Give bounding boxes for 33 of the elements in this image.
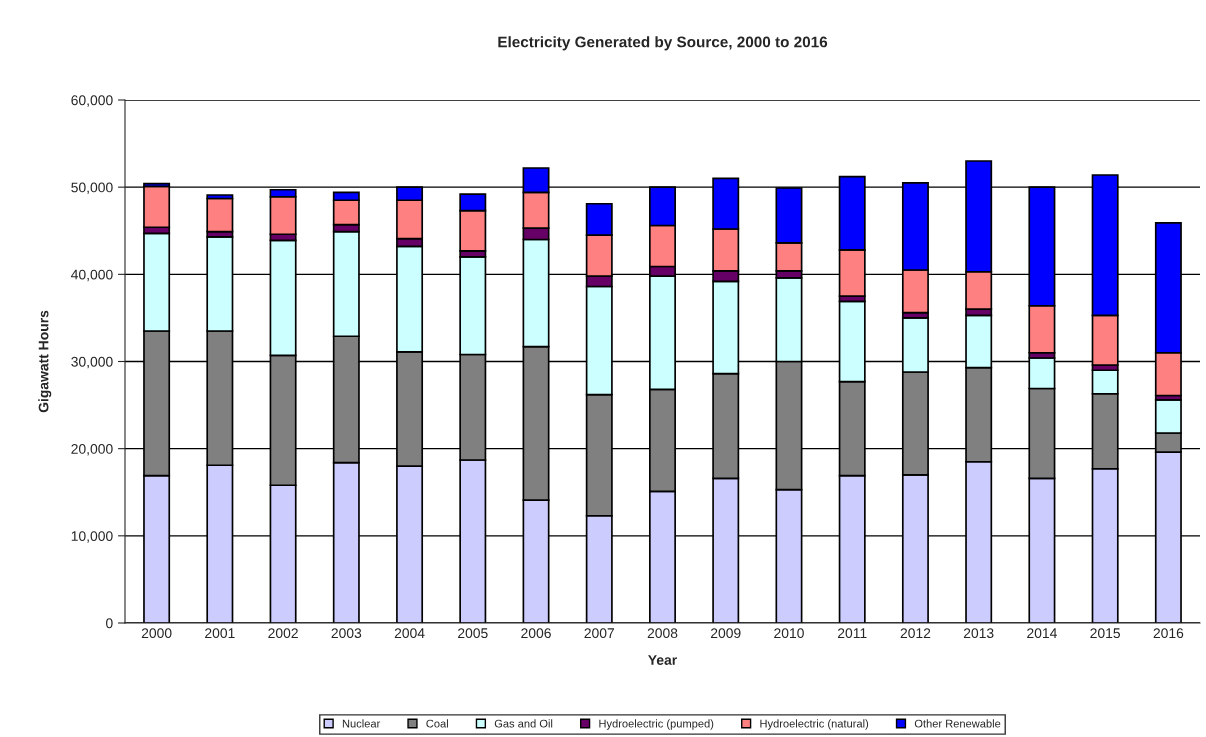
y-tick-label: 0 [106,618,113,629]
legend-label: Hydroelectric (pumped) [599,719,714,730]
y-tick-label: 60,000 [71,95,113,107]
y-tick-label: 10,000 [71,531,113,543]
x-tick-label: 2006 [521,628,551,639]
x-tick-label: 2007 [584,628,615,639]
x-tick-label: 2004 [394,628,425,639]
x-tick-label: 2003 [331,628,362,639]
y-tick-label: 50,000 [71,182,113,194]
x-tick-label: 2013 [963,628,994,639]
x-tick-label: 2001 [205,628,235,639]
x-tick-label: 2002 [268,628,298,639]
y-axis-title: Gigawatt Hours [38,310,52,413]
x-tick-label: 2005 [458,628,488,639]
chart-title: Electricity Generated by Source, 2000 to 2016 [498,36,828,51]
legend-label: Nuclear [342,719,381,728]
y-tick-label: 30,000 [71,356,113,369]
legend-label: Coal [426,719,448,728]
x-tick-label: 2015 [1090,628,1121,639]
legend-label: Gas and Oil [494,719,553,728]
x-tick-label: 2009 [710,628,741,639]
y-tick-label: 20,000 [71,444,113,456]
x-tick-label: 2008 [647,628,678,639]
legend-label: Other Renewable [914,719,1001,728]
x-tick-label: 2012 [900,628,931,639]
legend-label: Hydroelectric (natural) [760,719,869,730]
x-tick-label: 2011 [837,628,867,639]
x-tick-label: 2016 [1153,628,1184,639]
x-tick-label: 2010 [774,628,804,639]
y-tick-label: 40,000 [71,269,113,282]
x-tick-label: 2000 [141,628,172,639]
x-axis-title: Year [648,655,677,665]
x-tick-label: 2014 [1027,628,1057,639]
